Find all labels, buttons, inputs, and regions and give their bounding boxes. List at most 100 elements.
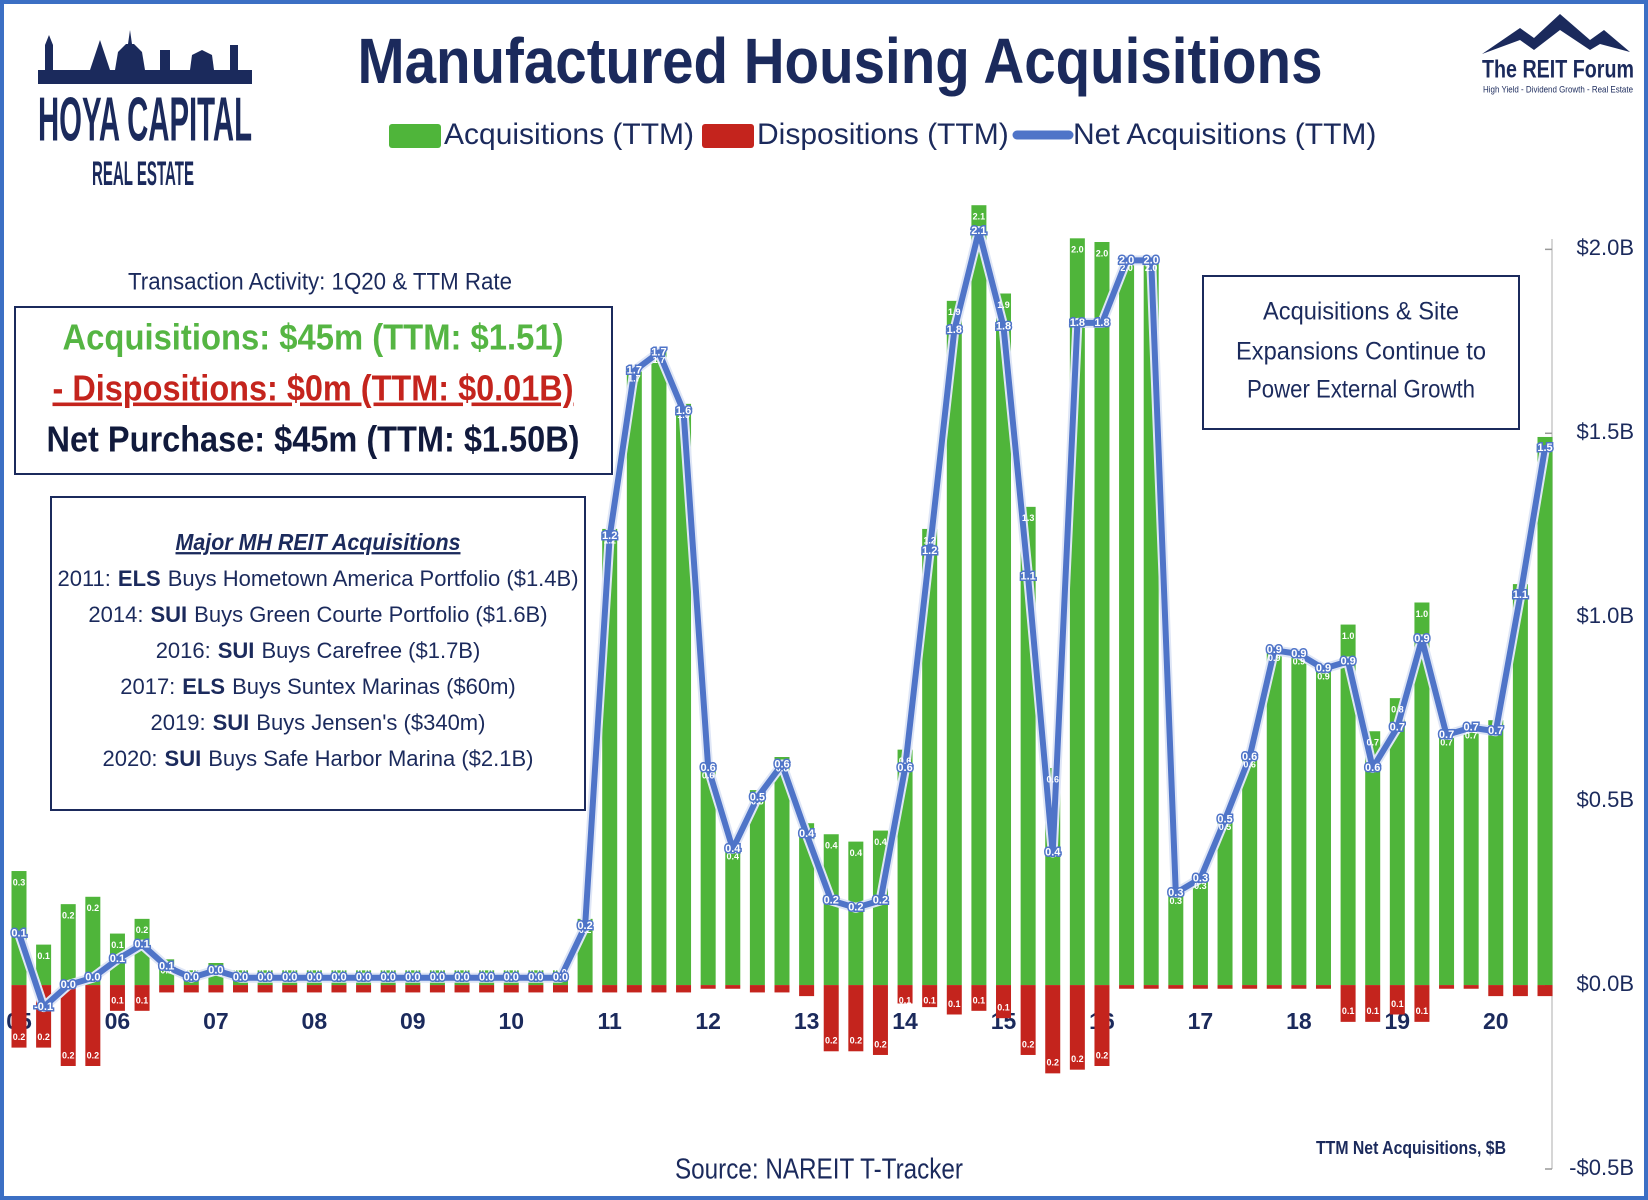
line-value-label: 0.9 bbox=[1414, 633, 1429, 645]
bar bbox=[60, 985, 76, 1066]
deal-line: 2020: SUI Buys Safe Harbor Marina ($2.1B) bbox=[102, 746, 533, 771]
deal-text: Buys Suntex Marinas ($60m) bbox=[232, 674, 516, 699]
legend-label: Acquisitions (TTM) bbox=[444, 118, 694, 151]
bar-value-label: 0.9 bbox=[1268, 653, 1281, 663]
deal-year: 2019: bbox=[151, 710, 206, 735]
line-value-label: 0.9 bbox=[1316, 663, 1331, 675]
bar-value-label: 0.1 bbox=[111, 940, 124, 950]
line-value-label: 0.0 bbox=[331, 972, 346, 984]
bar bbox=[897, 985, 913, 1004]
bar-value-label: 0.0 bbox=[1243, 995, 1256, 1005]
bar-value-label: 2.1 bbox=[973, 212, 986, 222]
line-value-label: 1.2 bbox=[922, 545, 937, 557]
bar-value-label: 0.2 bbox=[825, 1036, 838, 1046]
bar-value-label: 0.2 bbox=[37, 1032, 50, 1042]
bar-value-label: 0.2 bbox=[87, 903, 100, 913]
bar-value-label: 0.5 bbox=[1219, 822, 1232, 832]
line-value-label: 0.4 bbox=[1045, 847, 1061, 859]
line-value-label: 0.9 bbox=[1291, 648, 1306, 660]
bar-value-label: 0.0 bbox=[677, 995, 690, 1005]
bar bbox=[1365, 731, 1381, 986]
deal-line: 2016: SUI Buys Carefree ($1.7B) bbox=[156, 638, 481, 663]
bar bbox=[1266, 985, 1282, 989]
bar bbox=[233, 985, 249, 993]
x-tick-label: 07 bbox=[203, 1008, 229, 1034]
line-value-label: 1.6 bbox=[676, 405, 691, 417]
bar bbox=[503, 985, 519, 993]
deal-ticker: SUI bbox=[165, 746, 202, 771]
bar-value-label: 1.7 bbox=[653, 355, 666, 365]
bar-value-label: 0.0 bbox=[480, 967, 493, 977]
bar bbox=[749, 790, 765, 986]
x-tick-label: 10 bbox=[498, 1008, 524, 1034]
deals-box bbox=[50, 496, 586, 811]
bar-value-label: 0.2 bbox=[136, 925, 149, 935]
bar bbox=[1537, 985, 1553, 997]
bar-value-label: 0.0 bbox=[456, 967, 469, 977]
bar-value-label: 0.2 bbox=[1046, 1058, 1059, 1068]
y-tick-label: $2.0B bbox=[1577, 235, 1635, 260]
bar bbox=[1168, 985, 1184, 989]
bar-value-label: 0.1 bbox=[997, 1003, 1010, 1013]
bar-value-label: 1.7 bbox=[628, 373, 641, 383]
line bbox=[16, 228, 1548, 1011]
bar bbox=[971, 205, 987, 986]
line-value-label: 0.1 bbox=[159, 961, 174, 973]
bar-value-label: 2.0 bbox=[1145, 263, 1158, 273]
bar-value-label: 0.0 bbox=[185, 995, 198, 1005]
line-value-label: 0.6 bbox=[1365, 762, 1380, 774]
bar-value-label: 0.0 bbox=[160, 995, 173, 1005]
line-value-label: 0.9 bbox=[1267, 644, 1282, 656]
deal-year: 2020: bbox=[102, 746, 157, 771]
bar-value-label: 0.0 bbox=[283, 995, 296, 1005]
skyline bbox=[38, 70, 252, 84]
bar-value-label: 0.1 bbox=[923, 995, 936, 1005]
bar bbox=[528, 985, 544, 993]
bar-value-label: 0.0 bbox=[530, 967, 543, 977]
bar-value-label: 0.2 bbox=[87, 1050, 100, 1060]
line-value-label: 0.0 bbox=[184, 972, 199, 984]
line-value-label: 0.1 bbox=[134, 939, 149, 951]
skyline bbox=[160, 50, 170, 70]
line-value-label: 2.1 bbox=[971, 225, 986, 237]
deal-ticker: SUI bbox=[218, 638, 255, 663]
bar-value-label: 0.1 bbox=[1366, 1006, 1379, 1016]
line-value-label: 0.6 bbox=[701, 762, 716, 774]
x-tick-label: 09 bbox=[400, 1008, 426, 1034]
annotation-line: Power External Growth bbox=[1247, 376, 1475, 404]
bar-value-label: 0.6 bbox=[776, 763, 789, 773]
bar bbox=[134, 985, 150, 1011]
bar-value-label: 1.2 bbox=[603, 535, 616, 545]
bar bbox=[109, 985, 125, 1011]
line-value-label: 0.3 bbox=[1193, 872, 1208, 884]
bar bbox=[85, 896, 101, 986]
legend-swatch bbox=[702, 124, 754, 148]
skyline bbox=[90, 40, 110, 70]
bar bbox=[1069, 985, 1085, 1070]
line-value-label: 0.4 bbox=[799, 828, 815, 840]
bar-value-label: 0.0 bbox=[1317, 995, 1330, 1005]
bar bbox=[36, 944, 52, 986]
bar-value-label: 0.1 bbox=[210, 967, 223, 977]
x-tick-label: 12 bbox=[695, 1008, 721, 1034]
line-value-label: 2.0 bbox=[1144, 254, 1159, 266]
bar bbox=[1242, 985, 1258, 989]
bar bbox=[725, 985, 741, 989]
bar-value-label: 0.6 bbox=[702, 771, 715, 781]
bar-value-label: 0.2 bbox=[1096, 1050, 1109, 1060]
bar bbox=[1242, 753, 1258, 986]
bar-value-label: 0.0 bbox=[653, 995, 666, 1005]
skyline bbox=[128, 30, 132, 44]
bar-value-label: 0.1 bbox=[136, 995, 149, 1005]
bar bbox=[823, 834, 839, 986]
bar-value-label: 0.1 bbox=[160, 966, 173, 976]
line-value-label: 0.0 bbox=[61, 979, 76, 991]
deal-text: Buys Carefree ($1.7B) bbox=[261, 638, 480, 663]
deal-text: Buys Green Courte Portfolio ($1.6B) bbox=[194, 602, 547, 627]
bar-value-label: 0.0 bbox=[603, 995, 616, 1005]
bar bbox=[1340, 624, 1356, 986]
bar-value-label: 0.5 bbox=[751, 796, 764, 806]
bar-value-label: 0.9 bbox=[1317, 671, 1330, 681]
bar-value-label: 0.0 bbox=[505, 967, 518, 977]
